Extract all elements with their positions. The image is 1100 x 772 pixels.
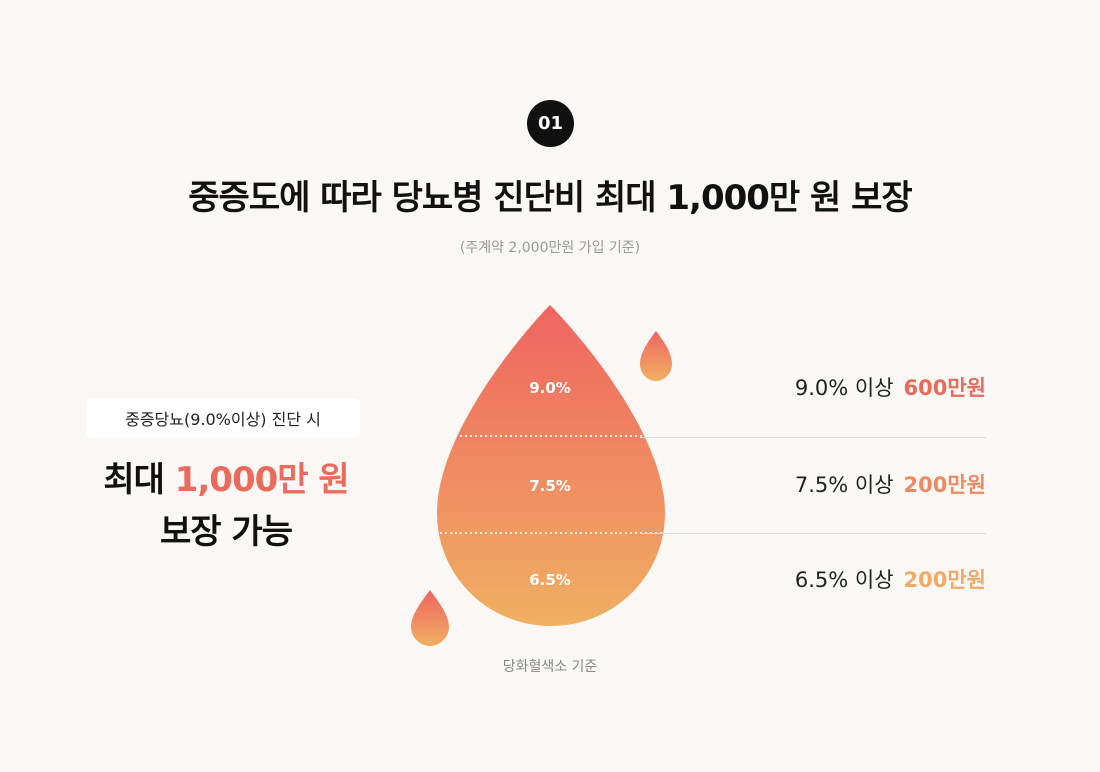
drop-level-label: 6.5% [529,571,571,589]
row-divider [640,533,986,534]
coverage-amount: 600만원 [903,376,986,400]
small-drop-icon [411,590,449,646]
coverage-amount: 200만원 [903,473,986,497]
coverage-condition: 6.5% 이상 [794,568,894,592]
condition-box: 중증당뇨(9.0%이상) 진단 시 [86,398,360,438]
condition-label: 중증당뇨(9.0%이상) 진단 시 [125,410,321,429]
drop-level-label: 9.0% [529,379,571,397]
coverage-amount: 200만원 [903,568,986,592]
max-coverage-amount: 1,000만 원 [174,460,350,500]
drop-level-label: 7.5% [529,477,571,495]
coverage-condition: 7.5% 이상 [794,473,894,497]
footnote: 당화혈색소 기준 [502,659,598,675]
coverage-row: 9.0% 이상 600만원 [700,367,986,407]
step-badge: 01 [527,100,574,147]
row-divider [640,437,986,438]
page-subtitle: (주계약 2,000만원 가입 기준) [459,240,641,256]
max-coverage-prefix: 최대 [103,460,175,500]
max-coverage-line: 최대 1,000만 원 [56,452,396,501]
page-title: 중증도에 따라 당뇨병 진단비 최대 1,000만 원 보장 [188,178,912,218]
coverage-row: 6.5% 이상 200만원 [700,559,986,599]
main-drop-icon [437,305,665,626]
small-drop-icon [640,331,672,381]
max-coverage-line2: 보장 가능 [160,512,293,552]
coverage-row: 7.5% 이상 200만원 [700,464,986,504]
coverage-condition: 9.0% 이상 [794,376,894,400]
